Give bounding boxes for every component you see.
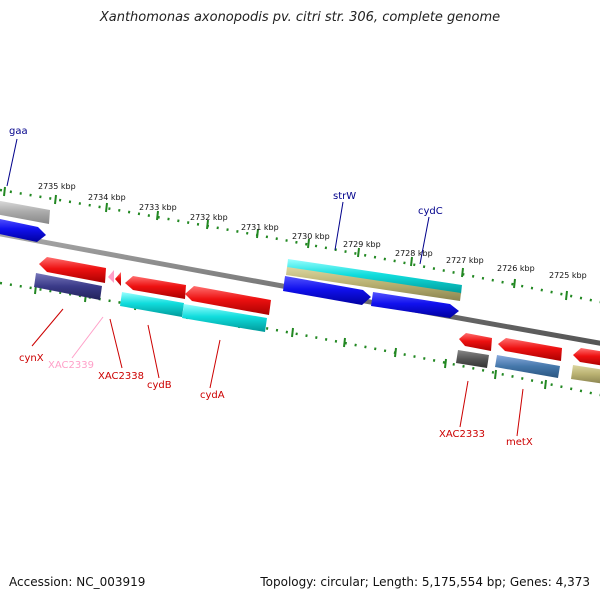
XAC2339-gene[interactable] [108, 270, 114, 283]
label-leaders [6, 138, 524, 437]
metX-gene[interactable] [498, 338, 562, 361]
tick-label: 2734 kbp [88, 193, 126, 202]
gene-label-cydA: cydA [200, 390, 225, 401]
gene-label-cynX: cynX [19, 353, 44, 364]
tick-label: 2735 kbp [38, 182, 76, 191]
tick-label: 2726 kbp [497, 264, 535, 273]
XAC2338-leader [109, 318, 123, 369]
gene-label-XAC2338: XAC2338 [98, 371, 144, 382]
XAC2333-leader [459, 380, 469, 428]
gene-label-gaa: gaa [9, 126, 28, 137]
cydA-leader [209, 339, 221, 389]
tick-label: 2728 kbp [395, 249, 433, 258]
tick-mark [156, 210, 159, 221]
tick-mark [105, 202, 108, 213]
tick-label: 2730 kbp [292, 232, 330, 241]
metX-leader [516, 388, 524, 437]
XAC2333-gene[interactable] [459, 333, 492, 351]
tick-mark [494, 369, 497, 380]
tick-label: 2732 kbp [190, 213, 228, 222]
accession-label: Accession: NC_003919 [9, 575, 146, 589]
tick-labels: 2735 kbp 2734 kbp 2733 kbp 2732 kbp 2731… [38, 182, 587, 280]
tick-mark [206, 219, 209, 230]
gene-label-XAC2339: XAC2339 [48, 360, 94, 371]
tick-mark [544, 379, 547, 390]
topology-label: Topology: circular; Length: 5,175,554 bp… [260, 575, 590, 589]
strW-leader [334, 201, 344, 251]
strW-gene[interactable] [287, 259, 462, 294]
XAC2339-leader [71, 316, 104, 359]
gene-label-XAC2333: XAC2333 [439, 429, 485, 440]
tick-mark [307, 238, 310, 249]
tick-mark [291, 327, 294, 338]
red-gene-right[interactable] [573, 348, 600, 366]
cynX-gene[interactable] [39, 257, 106, 283]
tick-label: 2725 kbp [549, 271, 587, 280]
gaa-gene[interactable] [0, 200, 50, 224]
outer-major-ticks [3, 186, 568, 301]
olive-gene-right[interactable] [571, 365, 600, 384]
blue-gene-left[interactable] [0, 218, 46, 242]
blue-gene-1[interactable] [283, 276, 371, 305]
metX-domain[interactable] [495, 355, 560, 378]
tick-label: 2733 kbp [139, 203, 177, 212]
tick-mark [3, 186, 6, 197]
gene-label-strW: strW [333, 191, 356, 202]
tick-mark [256, 228, 259, 239]
gene-labels: gaa strW cydC cynX XAC2339 XAC2338 cydB … [9, 126, 533, 448]
tick-mark [343, 337, 346, 348]
figure-title: Xanthomonas axonopodis pv. citri str. 30… [99, 10, 501, 25]
tick-mark [461, 267, 464, 278]
tick-mark [357, 247, 360, 258]
tick-mark [513, 278, 516, 289]
cydA-gene[interactable] [185, 286, 271, 315]
gene-label-metX: metX [506, 437, 533, 448]
strW-domain[interactable] [286, 267, 461, 301]
tick-label: 2727 kbp [446, 256, 484, 265]
tick-mark [394, 347, 397, 358]
tick-mark [410, 256, 413, 267]
cydB-gene[interactable] [125, 276, 186, 299]
cydC-gene[interactable] [371, 292, 459, 318]
tick-label: 2731 kbp [241, 223, 279, 232]
tick-mark [54, 194, 57, 205]
cydA-domain[interactable] [182, 304, 267, 332]
tick-mark [444, 358, 447, 369]
reverse-strand-features [34, 257, 600, 384]
XAC2333-domain[interactable] [456, 350, 489, 368]
cydB-domain[interactable] [120, 292, 184, 317]
forward-strand-features [0, 200, 462, 318]
cydC-leader [419, 216, 430, 265]
tick-label: 2729 kbp [343, 240, 381, 249]
cynX-leader [31, 308, 64, 347]
tick-mark [565, 290, 568, 301]
cynX-domain[interactable] [34, 273, 102, 300]
gaa-leader [6, 138, 18, 187]
cydB-leader [147, 324, 160, 379]
gene-label-cydC: cydC [418, 206, 443, 217]
gene-label-cydB: cydB [147, 380, 172, 391]
XAC2338-gene[interactable] [115, 272, 121, 286]
